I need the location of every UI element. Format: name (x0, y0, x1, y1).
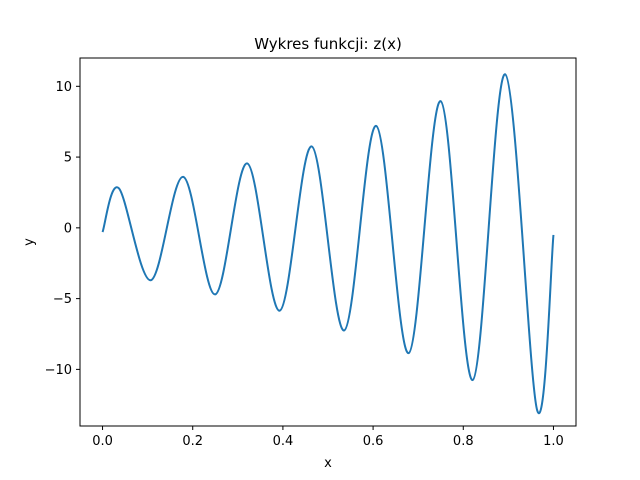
y-tick-label: −10 (45, 363, 72, 378)
chart-title: Wykres funkcji: z(x) (254, 35, 402, 53)
y-tick-label: 0 (64, 221, 72, 236)
axes-frame (79, 57, 577, 427)
x-tick-label: 0.8 (453, 434, 474, 449)
y-tick-label: 5 (64, 151, 72, 166)
y-tick-label: −5 (53, 292, 72, 307)
x-tick-label: 0.6 (363, 434, 384, 449)
x-axis: 0.0 0.2 0.4 0.6 0.8 1.0 (92, 426, 564, 449)
y-axis: 10 5 0 −5 −10 (45, 80, 80, 378)
x-tick-label: 0.4 (273, 434, 294, 449)
series-line (101, 73, 555, 415)
x-tick-label: 1.0 (543, 434, 564, 449)
x-tick-label: 0.2 (182, 434, 203, 449)
x-tick-label: 0.0 (92, 434, 113, 449)
x-axis-label: x (324, 456, 332, 471)
y-tick-label: 10 (55, 80, 72, 95)
plot-area (101, 73, 555, 415)
y-axis-label: y (22, 238, 37, 246)
